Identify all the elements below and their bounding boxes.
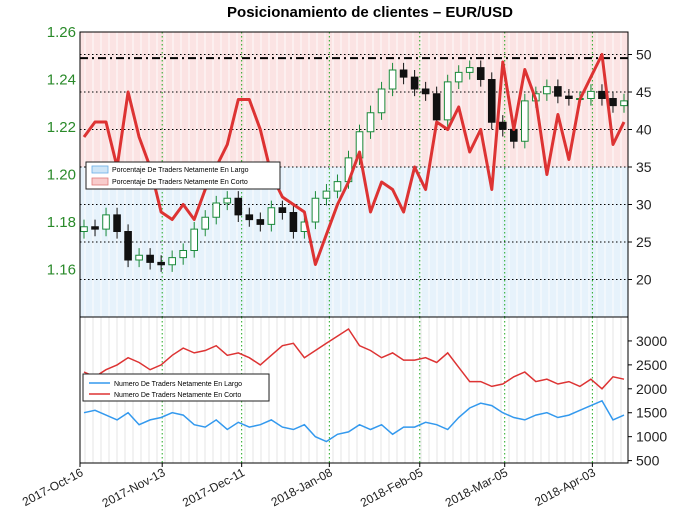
bottom-panel: 500 1000 1500 2000 2500 3000 Numero De Trader…: [79, 316, 667, 469]
legend-box: [85, 161, 281, 190]
candle-body: [443, 81, 452, 121]
count-tick-label: 1500: [636, 405, 667, 421]
candle-body: [388, 69, 397, 90]
candle-body: [124, 231, 132, 261]
candle-body: [278, 207, 287, 213]
date-tick-label: 2017-Oct-16: [20, 465, 86, 509]
candle-body: [476, 67, 485, 80]
price-tick-label: 1.26: [47, 24, 76, 41]
chart-title: Posicionamiento de clientes – EUR/USD: [227, 4, 513, 21]
percentage-tick-label: 45: [636, 84, 652, 100]
candle-body: [289, 212, 298, 232]
legend-short-label: Porcentaje De Traders Netamente En Corto: [112, 179, 248, 186]
short-count-line: [83, 327, 625, 390]
candle-body: [509, 128, 518, 142]
candle-body: [212, 202, 221, 218]
price-tick-label: 1.22: [47, 119, 76, 136]
horizontal-gridlines: [80, 54, 628, 280]
top-panel: 1.161.181.201.221.241.26 20253035404550 …: [47, 24, 652, 318]
candle-body: [366, 112, 375, 133]
candle-body: [135, 254, 143, 261]
candle-body: [454, 71, 463, 83]
price-tick-label: 1.16: [47, 262, 76, 279]
candle-body: [80, 226, 88, 232]
count-tick-label: 3000: [636, 333, 667, 349]
candle-body: [256, 219, 265, 225]
candle-body: [565, 95, 573, 99]
count-tick-label: 1000: [636, 429, 667, 445]
long-count-line: [83, 399, 625, 443]
count-tick-label: 500: [636, 453, 660, 469]
short-percentage-line: [82, 53, 626, 266]
candle-body: [421, 88, 430, 95]
date-tick-label: 2018-Feb-05: [358, 465, 426, 510]
candle-body: [399, 69, 408, 78]
legend-box-bottom: [82, 373, 270, 402]
date-tick-label: 2017-Dec-11: [180, 465, 247, 510]
candle-body: [333, 181, 342, 192]
percentage-tick-label: 40: [636, 122, 652, 138]
candle-body: [201, 216, 210, 230]
candle-body: [91, 226, 99, 230]
candle-body: [113, 214, 121, 232]
candle-body: [311, 197, 320, 223]
date-tick-label: 2017-Nov-13: [100, 465, 168, 510]
price-tick-label: 1.20: [47, 167, 76, 184]
date-tick-label: 2018-Jan-08: [269, 465, 335, 509]
candle-body: [146, 254, 154, 263]
price-tick-label: 1.24: [47, 72, 76, 89]
candle-body: [102, 214, 110, 230]
price-tick-label: 1.18: [47, 214, 76, 231]
candle-body: [267, 207, 276, 225]
percentage-tick-label: 20: [636, 272, 652, 288]
candle-body: [245, 214, 254, 221]
count-axis: 500 1000 1500 2000 2500 3000: [628, 333, 667, 469]
candle-body: [554, 86, 562, 97]
candle-body: [598, 90, 606, 99]
candle-body: [498, 121, 507, 130]
count-tick-label: 2000: [636, 381, 667, 397]
vertical-gridlines: [161, 32, 593, 317]
percentage-tick-label: 30: [636, 197, 652, 213]
legend-short-count-label: Numero De Traders Netamente En Corto: [114, 392, 241, 399]
candle-body: [521, 100, 529, 142]
candle-body: [487, 79, 496, 123]
candle-body: [543, 86, 551, 95]
date-tick-label: 2018-Apr-03: [532, 465, 598, 509]
date-axis: 2017-Oct-16 2017-Nov-13 2017-Dec-11 2018-Ja…: [20, 463, 598, 510]
candle-body: [620, 100, 628, 107]
candle-body: [432, 93, 441, 121]
candle-body: [410, 76, 419, 90]
legend-long-label: Porcentaje De Traders Netamente En Largo: [112, 167, 249, 174]
percentage-tick-label: 50: [636, 47, 652, 63]
legend-long-count-label: Numero De Traders Netamente En Largo: [114, 381, 242, 388]
candle-body: [179, 250, 187, 259]
bottom-legend: Numero De Traders Netamente En Largo Num…: [82, 373, 270, 402]
candle-body: [168, 257, 176, 266]
legend-long-swatch: [91, 165, 109, 174]
candle-body: [157, 261, 165, 266]
count-tick-label: 2500: [636, 357, 667, 373]
legend-short-swatch: [91, 177, 109, 186]
date-tick-label: 2018-Mar-05: [443, 465, 511, 510]
candle-body: [234, 197, 243, 216]
percentage-axis: 20 25 30 35 40 45 50: [628, 47, 652, 288]
candle-body: [587, 90, 595, 99]
candle-body: [465, 67, 474, 73]
top-legend: Porcentaje De Traders Netamente En Largo…: [85, 161, 281, 190]
candle-body: [609, 98, 617, 107]
candle-body: [377, 88, 386, 114]
percentage-tick-label: 35: [636, 159, 652, 175]
candle-body: [223, 197, 232, 204]
bottom-panel-frame: [79, 316, 629, 464]
price-axis: 1.16 1.18 1.20 1.22 1.24 1.26: [47, 24, 76, 279]
candle-body: [322, 190, 331, 199]
candle-body: [190, 228, 199, 251]
percentage-tick-label: 25: [636, 234, 652, 250]
